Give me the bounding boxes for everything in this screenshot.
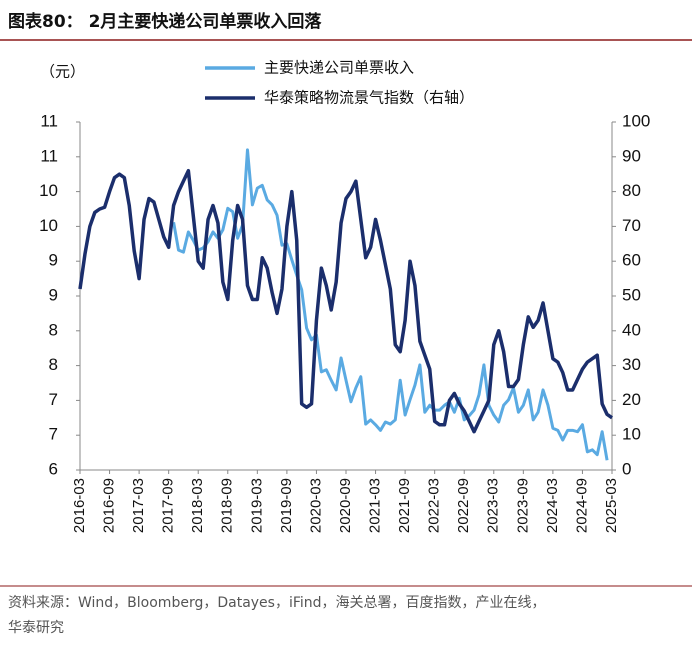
x-tick-label: 2024-09 [573,478,590,533]
y2-tick-label: 90 [622,146,641,165]
y-tick-label: 7 [49,425,58,444]
y2-tick-label: 50 [622,285,641,304]
x-tick-label: 2022-03 [426,478,443,533]
y-tick-label: 9 [49,251,58,270]
y2-tick-label: 60 [622,251,641,270]
y-tick-label: 11 [40,146,58,165]
x-tick-label: 2018-09 [219,478,236,533]
x-tick-label: 2020-03 [307,478,324,533]
y2-tick-label: 0 [622,459,631,478]
series-line [172,148,609,461]
x-tick-label: 2017-09 [160,478,177,533]
x-tick-label: 2025-03 [603,478,620,533]
x-tick-label: 2021-03 [367,478,384,533]
chart-title: 图表80： 2月主要快递公司单票收入回落 [8,11,322,32]
y-tick-label: 10 [39,216,58,235]
y-tick-label: 9 [49,285,58,304]
y2-tick-label: 10 [622,425,641,444]
x-tick-label: 2016-03 [71,478,88,533]
x-tick-label: 2024-03 [544,478,561,533]
x-tick-label: 2016-09 [101,478,118,533]
x-tick-label: 2021-09 [396,478,413,533]
x-tick-label: 2022-09 [455,478,472,533]
x-tick-label: 2020-09 [337,478,354,533]
x-tick-label: 2019-03 [248,478,265,533]
y-tick-label: 6 [49,459,58,478]
y2-tick-label: 100 [622,111,650,130]
legend-label: 主要快递公司单票收入 [264,59,414,77]
x-tick-label: 2023-03 [485,478,502,533]
source: 资料来源：Wind，Bloomberg，Datayes，iFind，海关总署，百… [8,595,546,611]
y-axis-label: （元） [40,63,85,81]
x-tick-label: 2019-09 [278,478,295,533]
y-tick-label: 8 [49,355,58,374]
legend-label: 华泰策略物流景气指数（右轴） [264,89,474,107]
y-tick-label: 10 [39,181,58,200]
y-tick-label: 11 [40,111,58,130]
y2-tick-label: 80 [622,181,641,200]
series-line [78,168,614,434]
y2-tick-label: 30 [622,355,641,374]
x-tick-label: 2018-03 [189,478,206,533]
x-tick-label: 2017-03 [130,478,147,533]
y2-tick-label: 40 [622,320,641,339]
source: 华泰研究 [8,620,64,636]
y-tick-label: 7 [49,390,58,409]
y-tick-label: 8 [49,320,58,339]
y2-tick-label: 20 [622,390,641,409]
x-tick-label: 2023-09 [514,478,531,533]
y2-tick-label: 70 [622,216,641,235]
